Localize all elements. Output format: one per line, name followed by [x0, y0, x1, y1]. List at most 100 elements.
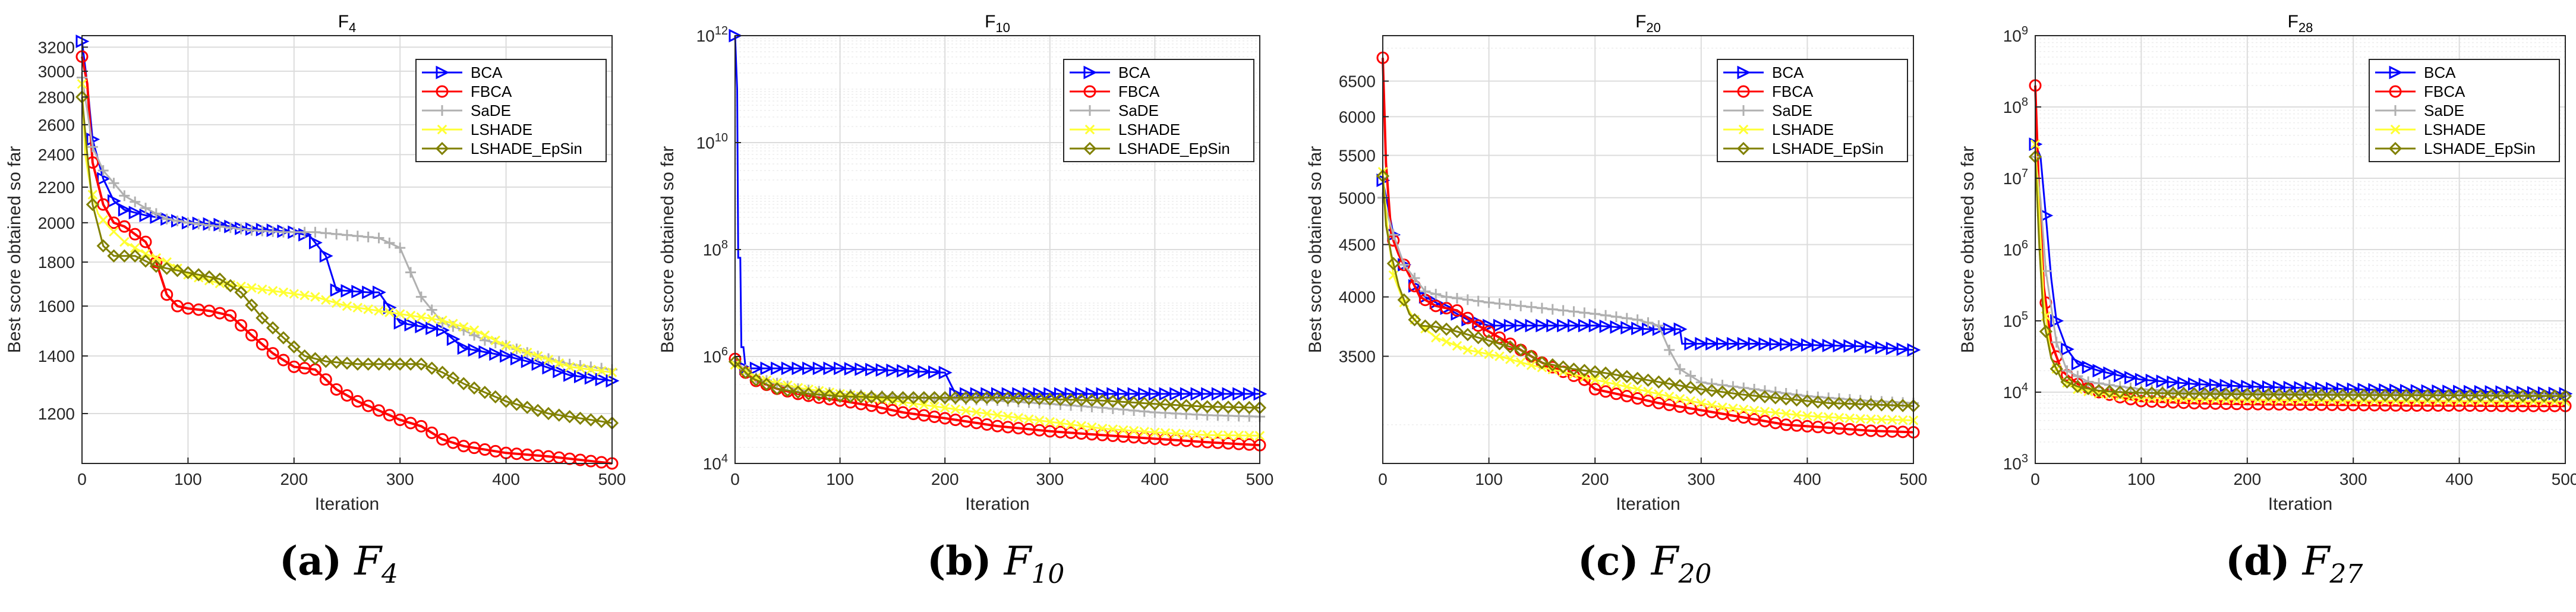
data-point [246, 225, 257, 236]
data-point [1171, 428, 1181, 439]
data-point [1505, 354, 1515, 364]
data-point [917, 365, 932, 379]
data-point [299, 290, 310, 301]
chart-title: F4 [338, 12, 357, 35]
data-point [2463, 389, 2477, 402]
data-point [575, 363, 585, 373]
legend-item: LSHADE_EpSin [1723, 140, 1884, 157]
legend-item: LSHADE [2375, 121, 2486, 138]
data-point [1180, 399, 1193, 412]
caption-c-label: (c) [1578, 538, 1639, 584]
tick-base: 10 [703, 455, 721, 473]
data-point [2039, 324, 2052, 339]
data-point [1013, 412, 1024, 423]
data-point [372, 357, 386, 371]
data-point [959, 391, 973, 405]
x-tick-label: 200 [931, 470, 959, 488]
data-point [1887, 415, 1897, 425]
data-point [543, 354, 554, 365]
data-point [1695, 337, 1709, 351]
data-point [2092, 364, 2107, 378]
legend-item: LSHADE_EpSin [2375, 140, 2536, 157]
data-point [907, 391, 920, 405]
data-point [1685, 370, 1696, 381]
data-point [469, 325, 480, 336]
data-point [1768, 391, 1782, 405]
data-point [1717, 402, 1727, 412]
legend: BCA FBCA SaDE LSHADE LSHADE_EpSin [1717, 59, 1908, 162]
data-point [1790, 337, 1804, 352]
data-point [384, 237, 395, 248]
data-point [1064, 393, 1078, 406]
data-point [1685, 396, 1696, 406]
data-point [330, 355, 343, 369]
series-lshade-epsin [75, 90, 619, 430]
data-point [1547, 304, 1558, 315]
data-point [1515, 300, 1527, 311]
data-point [1211, 400, 1225, 414]
data-point [1515, 357, 1526, 367]
data-point [1408, 313, 1421, 327]
series-markers [1376, 169, 1921, 413]
data-point [1748, 337, 1762, 351]
legend: BCA FBCA SaDE LSHADE LSHADE_EpSin [2369, 59, 2560, 162]
data-point [2452, 389, 2466, 402]
data-point [1567, 318, 1581, 333]
data-point [1418, 319, 1432, 333]
data-point [1600, 310, 1612, 321]
data-point [1578, 318, 1592, 333]
data-point [1148, 387, 1162, 401]
data-point [1801, 338, 1815, 352]
data-point [2145, 373, 2159, 387]
data-point [267, 226, 279, 237]
data-point [1181, 429, 1191, 439]
data-point [1222, 387, 1236, 401]
data-point [331, 229, 342, 240]
y-tick-label: 2400 [38, 146, 75, 164]
data-point [97, 165, 109, 176]
data-point [1397, 293, 1411, 307]
data-point [1045, 417, 1055, 427]
data-point [1117, 395, 1130, 409]
data-point [2114, 368, 2128, 383]
data-point [1065, 419, 1076, 430]
legend-swatch-marker [437, 124, 447, 135]
data-point [351, 285, 365, 299]
data-point [565, 362, 575, 372]
tick-base: 10 [2003, 27, 2022, 45]
data-point [2325, 388, 2339, 402]
data-point [1398, 259, 1410, 270]
data-point [245, 298, 258, 312]
legend-swatch-marker [436, 65, 450, 80]
data-point [854, 390, 868, 404]
data-point [1770, 408, 1781, 418]
data-point [1823, 412, 1834, 422]
data-point [288, 226, 299, 238]
legend-swatch-marker [1084, 105, 1095, 116]
data-point [310, 292, 320, 302]
legend-label: LSHADE [471, 121, 532, 138]
data-point [1727, 381, 1739, 392]
data-point [896, 391, 910, 405]
data-point [1108, 424, 1118, 434]
data-point [276, 331, 291, 345]
data-point [1652, 375, 1666, 389]
data-point [468, 343, 482, 357]
caption-a-sub: 4 [381, 559, 399, 590]
data-point [1169, 387, 1184, 401]
tick-base: 10 [703, 348, 721, 366]
data-point [1801, 394, 1814, 408]
legend-label: LSHADE_EpSin [2424, 140, 2536, 157]
data-point [362, 285, 376, 299]
data-point [1663, 377, 1676, 391]
data-point [383, 357, 396, 371]
data-point [2410, 389, 2424, 402]
y-tick-label: 1800 [38, 253, 75, 272]
data-point [1675, 394, 1685, 404]
data-point [2537, 389, 2551, 403]
data-point [1223, 430, 1234, 440]
series-markers [1377, 166, 1919, 425]
data-point [1897, 415, 1908, 425]
